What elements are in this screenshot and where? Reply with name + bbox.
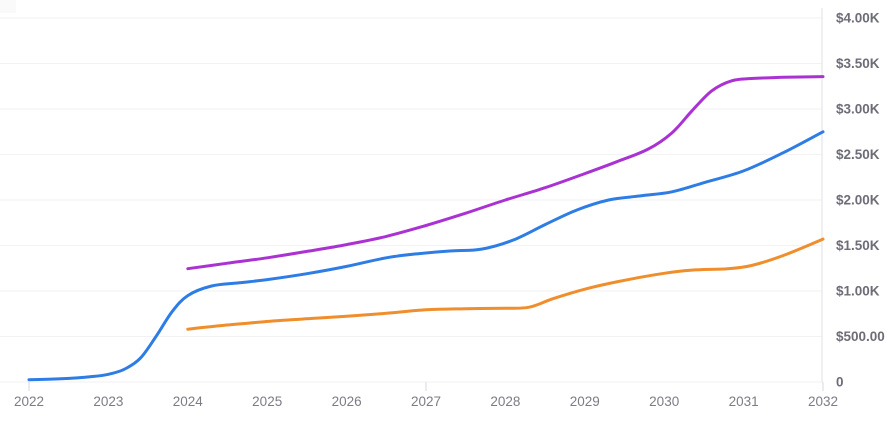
y-axis-label: $1.50K xyxy=(836,238,880,253)
orange-series-line[interactable] xyxy=(186,237,825,331)
corner-ui-fragment xyxy=(0,0,16,13)
y-axis-label: $2.00K xyxy=(836,193,880,208)
y-axis-label: $500.00 xyxy=(836,329,885,344)
y-axis-label: $2.50K xyxy=(836,147,880,162)
x-axis-label: 2032 xyxy=(808,394,838,409)
x-axis-label: 2026 xyxy=(332,394,362,409)
x-axis-label: 2023 xyxy=(93,394,123,409)
y-axis-label: $4.00K xyxy=(836,11,880,26)
y-axis-label: $3.50K xyxy=(836,56,880,71)
blue-series-line[interactable] xyxy=(27,130,825,382)
x-axis-label: 2024 xyxy=(173,394,204,409)
x-axis-label: 2030 xyxy=(649,394,679,409)
x-axis-label: 2031 xyxy=(729,394,759,409)
y-axis-label: $1.00K xyxy=(836,284,880,299)
y-axis-label: $3.00K xyxy=(836,102,880,117)
x-axis-label: 2022 xyxy=(14,394,44,409)
x-axis-label: 2027 xyxy=(411,394,441,409)
x-axis-label: 2028 xyxy=(490,394,520,409)
x-axis-label: 2029 xyxy=(570,394,600,409)
y-axis-label: 0 xyxy=(836,375,844,390)
x-axis-label: 2025 xyxy=(252,394,282,409)
magenta-series-line[interactable] xyxy=(186,75,825,271)
